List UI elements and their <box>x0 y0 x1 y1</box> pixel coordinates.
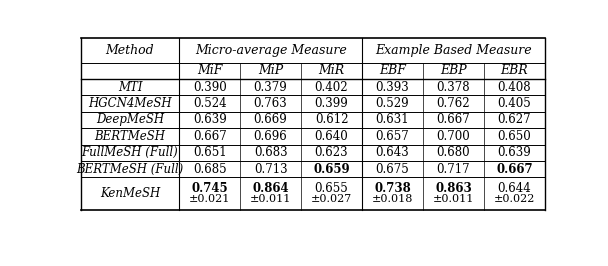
Text: 0.405: 0.405 <box>497 97 531 110</box>
Text: 0.627: 0.627 <box>497 114 531 127</box>
Text: MiP: MiP <box>258 64 283 77</box>
Text: ±0.011: ±0.011 <box>250 194 291 204</box>
Text: MTI: MTI <box>118 81 142 94</box>
Text: 0.864: 0.864 <box>252 182 289 195</box>
Text: 0.685: 0.685 <box>193 163 226 176</box>
Text: 0.651: 0.651 <box>193 146 226 159</box>
Text: 0.696: 0.696 <box>254 130 288 143</box>
Text: 0.675: 0.675 <box>376 163 409 176</box>
Text: 0.717: 0.717 <box>437 163 470 176</box>
Text: 0.379: 0.379 <box>254 81 288 94</box>
Text: 0.650: 0.650 <box>497 130 531 143</box>
Text: 0.408: 0.408 <box>497 81 531 94</box>
Text: 0.393: 0.393 <box>376 81 409 94</box>
Text: ±0.018: ±0.018 <box>371 194 413 204</box>
Text: MiR: MiR <box>319 64 345 77</box>
Text: BERTMeSH: BERTMeSH <box>94 130 165 143</box>
Text: 0.763: 0.763 <box>254 97 288 110</box>
Text: EBP: EBP <box>440 64 467 77</box>
Text: DeepMeSH: DeepMeSH <box>96 114 164 127</box>
Text: 0.738: 0.738 <box>374 182 411 195</box>
Text: 0.863: 0.863 <box>435 182 472 195</box>
Text: BERTMeSH (Full): BERTMeSH (Full) <box>77 163 184 176</box>
Text: 0.390: 0.390 <box>193 81 227 94</box>
Text: 0.657: 0.657 <box>376 130 409 143</box>
Text: KenMeSH: KenMeSH <box>100 187 160 200</box>
Text: 0.643: 0.643 <box>376 146 409 159</box>
Text: 0.378: 0.378 <box>437 81 470 94</box>
Text: 0.745: 0.745 <box>192 182 228 195</box>
Text: 0.639: 0.639 <box>497 146 531 159</box>
Text: 0.680: 0.680 <box>437 146 470 159</box>
Text: 0.640: 0.640 <box>315 130 348 143</box>
Text: ±0.021: ±0.021 <box>189 194 230 204</box>
Text: 0.659: 0.659 <box>313 163 350 176</box>
Text: 0.639: 0.639 <box>193 114 227 127</box>
Text: 0.762: 0.762 <box>437 97 470 110</box>
Text: HGCN4MeSH: HGCN4MeSH <box>88 97 171 110</box>
Text: 0.529: 0.529 <box>376 97 409 110</box>
Text: Example Based Measure: Example Based Measure <box>375 44 532 57</box>
Text: 0.669: 0.669 <box>254 114 288 127</box>
Text: ±0.011: ±0.011 <box>433 194 474 204</box>
Text: MiF: MiF <box>197 64 223 77</box>
Text: 0.713: 0.713 <box>254 163 288 176</box>
Text: ±0.022: ±0.022 <box>494 194 535 204</box>
Text: Method: Method <box>106 44 154 57</box>
Text: 0.612: 0.612 <box>315 114 348 127</box>
Text: 0.700: 0.700 <box>437 130 471 143</box>
Text: 0.667: 0.667 <box>437 114 471 127</box>
Text: EBF: EBF <box>379 64 406 77</box>
Text: 0.524: 0.524 <box>193 97 226 110</box>
Text: 0.631: 0.631 <box>376 114 409 127</box>
Text: Micro-average Measure: Micro-average Measure <box>195 44 347 57</box>
Text: 0.683: 0.683 <box>254 146 288 159</box>
Text: 0.399: 0.399 <box>315 97 348 110</box>
Text: 0.402: 0.402 <box>315 81 348 94</box>
Text: 0.623: 0.623 <box>315 146 348 159</box>
Text: EBR: EBR <box>500 64 528 77</box>
Text: 0.644: 0.644 <box>497 182 531 195</box>
Text: 0.667: 0.667 <box>496 163 533 176</box>
Text: ±0.027: ±0.027 <box>311 194 352 204</box>
Text: 0.655: 0.655 <box>315 182 348 195</box>
Text: 0.667: 0.667 <box>193 130 227 143</box>
Text: FullMeSH (Full): FullMeSH (Full) <box>81 146 178 159</box>
